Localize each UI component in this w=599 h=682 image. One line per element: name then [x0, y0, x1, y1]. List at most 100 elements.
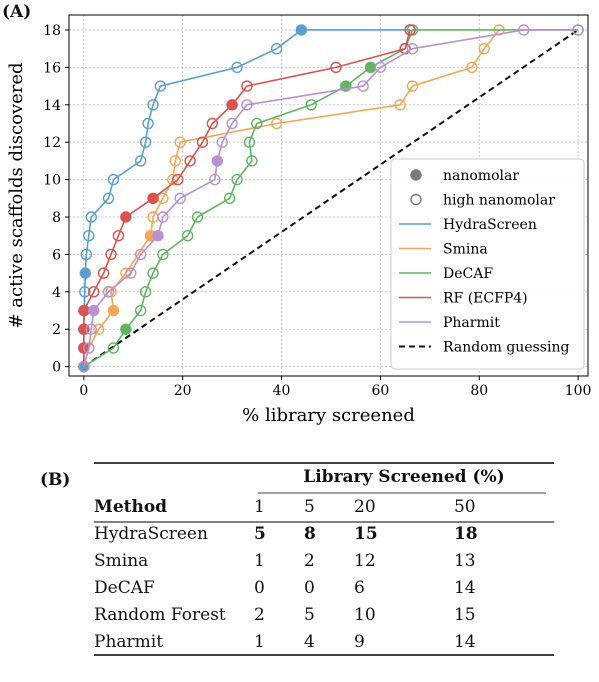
- data-point: [85, 323, 97, 335]
- data-point: [78, 360, 90, 373]
- table-row: Pharmit 1 4 9 14: [94, 628, 554, 655]
- data-point: [83, 230, 95, 242]
- legend-label: DeCAF: [443, 266, 493, 282]
- data-point: [394, 99, 406, 111]
- data-point: [120, 323, 132, 335]
- data-point: [107, 173, 120, 186]
- x-tick-label: 20: [174, 383, 192, 399]
- value-cell: 1: [254, 550, 265, 571]
- legend-marker: [410, 193, 422, 206]
- value-cell: 0: [304, 577, 315, 598]
- legend-marker: [410, 169, 422, 181]
- table-group-header-row: Library Screened (%): [94, 463, 554, 493]
- y-tick-label: 16: [43, 60, 61, 76]
- value-cell: 12: [354, 550, 376, 571]
- results-table: Library Screened (%) Method 1 5 20 5 0 Hy…: [94, 463, 554, 655]
- data-point: [88, 304, 100, 317]
- data-point: [97, 267, 110, 279]
- data-point: [134, 248, 147, 261]
- data-point: [154, 80, 167, 92]
- data-point: [216, 136, 228, 148]
- table-row: HydraScreen 5 8 15 18: [94, 520, 554, 547]
- data-point: [157, 211, 169, 223]
- value-cell: 14: [453, 577, 476, 598]
- data-point: [406, 42, 419, 55]
- data-point: [251, 117, 263, 130]
- x-tick-label: 100: [565, 383, 592, 399]
- data-point: [88, 286, 100, 298]
- data-point: [85, 211, 97, 223]
- y-tick-label: 6: [52, 247, 61, 263]
- method-header: Method: [94, 496, 168, 517]
- data-point: [125, 267, 137, 279]
- y-tick-label: 0: [52, 360, 61, 376]
- data-point: [92, 323, 105, 335]
- x-tick-label: 40: [273, 383, 291, 399]
- value-cell: 13: [453, 550, 476, 571]
- data-point: [241, 80, 253, 92]
- column-header: 20: [354, 496, 376, 517]
- y-axis-label: # active scaffolds discovered: [6, 62, 27, 328]
- x-tick-label: 60: [371, 383, 389, 399]
- y-tick-label: 8: [52, 210, 61, 226]
- data-point: [83, 342, 95, 354]
- y-tick-label: 14: [43, 98, 61, 114]
- value-cell: 6: [354, 577, 365, 598]
- method-cell: Pharmit: [94, 631, 164, 652]
- data-point: [270, 117, 283, 130]
- series-layer: [78, 24, 584, 373]
- value-cell: 9: [354, 631, 365, 652]
- data-point: [241, 99, 253, 111]
- data-point: [374, 61, 387, 74]
- value-cell: 15: [453, 604, 476, 625]
- data-point: [174, 192, 186, 205]
- data-point: [206, 117, 219, 130]
- data-point: [102, 192, 115, 205]
- value-cell: 5: [304, 604, 315, 625]
- data-point: [169, 155, 181, 167]
- x-tick-label: 0: [79, 383, 88, 399]
- value-cell: 15: [354, 523, 378, 544]
- legend-label: HydraScreen: [443, 217, 537, 233]
- data-point: [270, 42, 283, 55]
- panel-a-label: (A): [2, 2, 32, 22]
- value-cell: 10: [354, 604, 376, 625]
- legend-label: high nanomolar: [443, 193, 555, 209]
- data-point: [231, 173, 243, 186]
- method-cell: HydraScreen: [94, 523, 208, 544]
- data-point: [357, 80, 369, 92]
- column-header: 1: [254, 496, 265, 517]
- data-point: [80, 248, 93, 261]
- data-point: [478, 42, 490, 55]
- column-header: 5: [304, 496, 315, 517]
- data-point: [330, 61, 342, 74]
- data-point: [134, 155, 147, 167]
- data-point: [139, 136, 152, 148]
- data-point: [246, 155, 258, 167]
- scaffold-discovery-chart: 0 20 40 60 80 100 0 2 4 6 8 10 12 14 16 18 % library sc…: [6, 14, 592, 426]
- value-cell: 2: [254, 604, 265, 625]
- data-point: [107, 342, 120, 354]
- value-cell: 2: [304, 550, 315, 571]
- data-point: [147, 267, 159, 279]
- legend-box: [390, 158, 585, 370]
- data-point: [518, 24, 530, 36]
- value-cell: 18: [453, 523, 478, 544]
- table-row: Random Forest 2 5 10 15: [94, 601, 554, 628]
- data-point: [79, 286, 91, 298]
- value-cell: 4: [304, 631, 315, 652]
- series-rf-ecfp4: [78, 24, 416, 373]
- data-point: [196, 136, 209, 148]
- y-tick-label: 4: [52, 285, 61, 301]
- legend: nanomolar high nanomolar HydraScreen Smina D…: [390, 158, 585, 370]
- data-point: [112, 230, 125, 242]
- method-cell: DeCAF: [94, 577, 155, 598]
- y-tick-label: 2: [52, 322, 61, 338]
- value-cell: 1: [254, 631, 265, 652]
- value-cell: 8: [304, 523, 316, 544]
- data-point: [211, 155, 223, 167]
- legend-label: Smina: [443, 242, 488, 258]
- legend-label: Pharmit: [443, 315, 500, 331]
- data-point: [406, 80, 419, 92]
- data-point: [466, 61, 478, 74]
